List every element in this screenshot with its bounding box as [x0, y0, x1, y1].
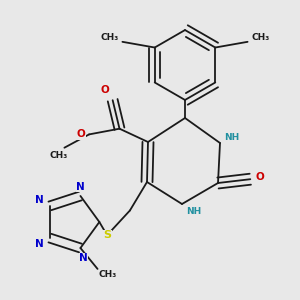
Text: NH: NH — [186, 208, 202, 217]
Text: O: O — [256, 172, 265, 182]
Text: N: N — [79, 253, 88, 263]
Text: CH₃: CH₃ — [100, 33, 118, 42]
Text: CH₃: CH₃ — [49, 151, 68, 160]
Text: NH: NH — [224, 133, 240, 142]
Text: O: O — [77, 129, 85, 140]
Text: O: O — [100, 85, 109, 95]
Text: N: N — [76, 182, 85, 192]
Text: CH₃: CH₃ — [98, 270, 117, 279]
Text: N: N — [35, 239, 44, 249]
Text: S: S — [103, 230, 111, 240]
Text: CH₃: CH₃ — [251, 33, 270, 42]
Text: N: N — [35, 195, 44, 205]
